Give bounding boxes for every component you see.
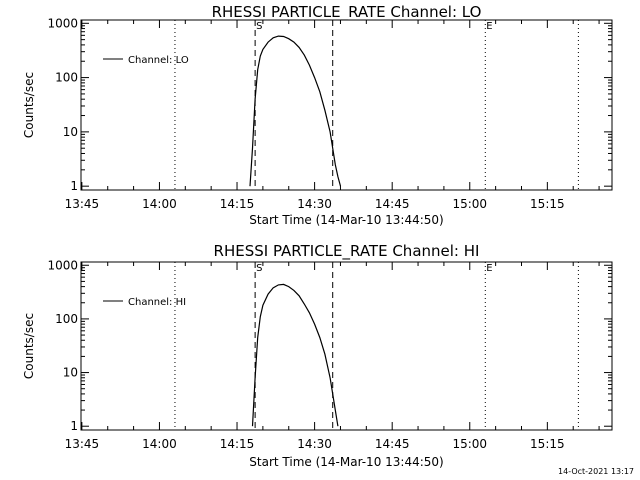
- series-line: [251, 283, 339, 427]
- y-tick-label: 10: [63, 125, 78, 139]
- footer-timestamp: 14-Oct-2021 13:17: [558, 467, 634, 476]
- legend-label: Channel: LO: [128, 55, 189, 66]
- y-tick-label: 1000: [47, 16, 78, 30]
- panel-channel-lo: RHESSI PARTICLE_RATE Channel: LO Start T…: [22, 3, 613, 227]
- x-axis-label: Start Time (14-Mar-10 13:44:50): [249, 455, 443, 469]
- x-axis-label: Start Time (14-Mar-10 13:44:50): [249, 213, 443, 227]
- x-tick-label: 13:45: [65, 197, 100, 211]
- plot-frame: [80, 261, 613, 431]
- y-axis-label: Counts/sec: [22, 313, 36, 379]
- x-tick-label: 15:15: [530, 437, 565, 451]
- x-tick-label: 15:00: [452, 437, 487, 451]
- y-tick-label: 1000: [47, 258, 78, 272]
- x-tick-label: 14:30: [297, 437, 332, 451]
- y-tick-label: 1: [70, 419, 78, 433]
- event-marker-label: E: [486, 21, 492, 32]
- x-tick-label: 14:00: [142, 437, 177, 451]
- panel-channel-hi: RHESSI PARTICLE_RATE Channel: HI Start T…: [22, 242, 613, 469]
- event-marker-label: S: [256, 21, 262, 32]
- y-tick-label: 1: [70, 179, 78, 193]
- series-line: [249, 35, 342, 187]
- x-tick-label: 14:30: [297, 197, 332, 211]
- plot-frame: [80, 19, 613, 191]
- legend-label: Channel: HI: [128, 297, 186, 308]
- chart-title: RHESSI PARTICLE_RATE Channel: LO: [212, 3, 482, 22]
- x-tick-label: 14:15: [220, 197, 255, 211]
- event-marker-label: E: [486, 263, 492, 274]
- x-tick-label: 14:45: [375, 197, 410, 211]
- x-tick-label: 14:45: [375, 437, 410, 451]
- x-tick-label: 13:45: [65, 437, 100, 451]
- x-tick-label: 15:15: [530, 197, 565, 211]
- x-tick-label: 14:00: [142, 197, 177, 211]
- y-tick-label: 10: [63, 366, 78, 380]
- y-axis-label: Counts/sec: [22, 72, 36, 138]
- y-tick-label: 100: [55, 312, 78, 326]
- x-tick-label: 15:00: [452, 197, 487, 211]
- x-tick-label: 14:15: [220, 437, 255, 451]
- event-marker-label: S: [256, 263, 262, 274]
- chart-title: RHESSI PARTICLE_RATE Channel: HI: [214, 242, 480, 261]
- y-tick-label: 100: [55, 71, 78, 85]
